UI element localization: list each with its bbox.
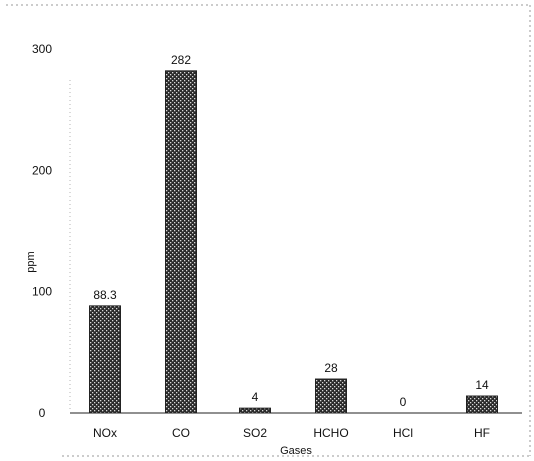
x-axis-title: Gases: [280, 445, 312, 457]
bars-group: [89, 70, 498, 414]
data-label-hcl: 0: [400, 395, 407, 409]
data-label-so2: 4: [252, 390, 259, 404]
x-tick-label-co: CO: [172, 426, 190, 440]
data-label-co: 282: [171, 53, 191, 67]
y-tick-label-100: 100: [32, 285, 52, 299]
bar-nox: [89, 305, 121, 414]
x-tick-label-so2: SO2: [243, 426, 267, 440]
bar-co: [165, 70, 197, 414]
y-axis-title: ppm: [25, 251, 37, 272]
x-axis-ticks: NOx CO SO2 HCHO HCl HF: [93, 426, 490, 440]
data-labels-group: 88.3 282 4 28 0 14: [93, 53, 489, 409]
data-label-hf: 14: [475, 378, 489, 392]
y-axis-ticks: 0 100 200 300: [32, 42, 52, 420]
bar-hcho: [315, 378, 347, 414]
x-tick-label-hf: HF: [474, 426, 490, 440]
y-tick-label-300: 300: [32, 42, 52, 56]
bar-so2: [239, 407, 271, 414]
y-tick-label-0: 0: [39, 406, 46, 420]
x-tick-label-nox: NOx: [93, 426, 117, 440]
data-label-nox: 88.3: [93, 288, 117, 302]
x-tick-label-hcho: HCHO: [313, 426, 348, 440]
x-tick-label-hcl: HCl: [393, 426, 413, 440]
data-label-hcho: 28: [324, 361, 338, 375]
bar-hf: [466, 395, 498, 414]
y-tick-label-200: 200: [32, 163, 52, 177]
